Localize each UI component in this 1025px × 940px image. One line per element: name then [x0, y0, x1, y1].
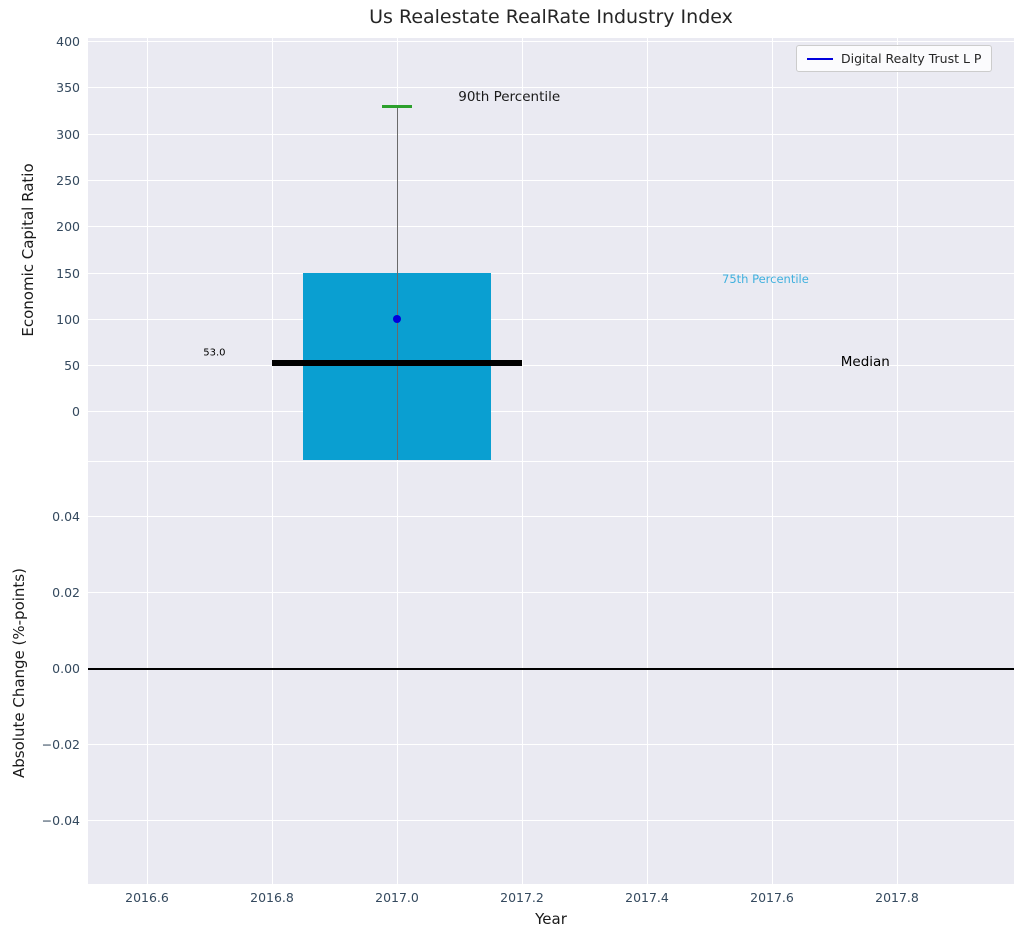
- y-tick-label: 0.00: [52, 661, 80, 677]
- whisker-line: [396, 106, 398, 460]
- y-tick-label: 0: [72, 404, 80, 420]
- gridline-vertical: [771, 38, 773, 461]
- gridline-vertical: [896, 38, 898, 461]
- x-tick-label: 2016.6: [125, 890, 169, 905]
- legend-label: Digital Realty Trust L P: [841, 51, 982, 66]
- panel-separator: [88, 460, 1014, 462]
- chart-title: Us Realestate RealRate Industry Index: [369, 6, 733, 28]
- median-line: [272, 359, 522, 366]
- plot-area-bottom: [88, 461, 1014, 884]
- x-tick-label: 2016.8: [250, 890, 294, 905]
- y-tick-label: 400: [56, 34, 80, 50]
- x-axis-label: Year: [535, 910, 567, 928]
- plot-area-top: 90th Percentile 75th Percentile Median 53.0: [88, 38, 1014, 461]
- x-tick-label: 2017.2: [500, 890, 544, 905]
- company-point: [393, 315, 401, 324]
- gridline-vertical: [646, 461, 648, 884]
- x-tick-label: 2017.0: [375, 890, 419, 905]
- annotation-90th-percentile: 90th Percentile: [458, 89, 561, 106]
- y-tick-label: 0.04: [52, 509, 80, 525]
- y-tick-label: 50: [64, 358, 80, 374]
- y-tick-label: 300: [56, 126, 80, 142]
- x-tick-label: 2017.8: [875, 890, 919, 905]
- zero-line: [88, 668, 1014, 670]
- gridline-vertical: [646, 38, 648, 461]
- annotation-75th-percentile: 75th Percentile: [722, 271, 809, 286]
- x-tick-label: 2017.4: [625, 890, 669, 905]
- gridline-vertical: [896, 461, 898, 884]
- gridline-vertical: [271, 38, 273, 461]
- y-tick-label: −0.02: [41, 737, 80, 753]
- whisker-cap-90th-percentile: [382, 105, 412, 108]
- x-tick-label: 2017.6: [750, 890, 794, 905]
- gridline-horizontal: [88, 516, 1014, 518]
- gridline-vertical: [271, 461, 273, 884]
- gridline-horizontal: [88, 226, 1014, 228]
- annotation-median: Median: [840, 353, 890, 370]
- y-tick-label: 350: [56, 80, 80, 96]
- gridline-horizontal: [88, 820, 1014, 822]
- gridline-vertical: [521, 461, 523, 884]
- gridline-horizontal: [88, 41, 1014, 43]
- y-tick-label: 150: [56, 265, 80, 281]
- gridline-horizontal: [88, 318, 1014, 320]
- y-tick-label: −0.04: [41, 813, 80, 829]
- gridline-horizontal: [88, 180, 1014, 182]
- gridline-horizontal: [88, 365, 1014, 367]
- y-tick-label: 250: [56, 173, 80, 189]
- gridline-vertical: [396, 461, 398, 884]
- gridline-vertical: [771, 461, 773, 884]
- gridline-horizontal: [88, 133, 1014, 135]
- gridline-horizontal: [88, 744, 1014, 746]
- y-axis-label-top: Economic Capital Ratio: [19, 163, 37, 337]
- gridline-horizontal: [88, 411, 1014, 413]
- gridline-horizontal: [88, 592, 1014, 594]
- gridline-horizontal: [88, 87, 1014, 89]
- y-tick-label: 100: [56, 311, 80, 327]
- gridline-vertical: [521, 38, 523, 461]
- gridline-vertical: [146, 461, 148, 884]
- legend: Digital Realty Trust L P: [796, 45, 993, 72]
- legend-line-sample: [807, 57, 833, 60]
- y-tick-label: 0.02: [52, 585, 80, 601]
- gridline-horizontal: [88, 272, 1014, 274]
- y-tick-label: 200: [56, 219, 80, 235]
- gridline-vertical: [146, 38, 148, 461]
- annotation-median-value: 53.0: [203, 347, 226, 359]
